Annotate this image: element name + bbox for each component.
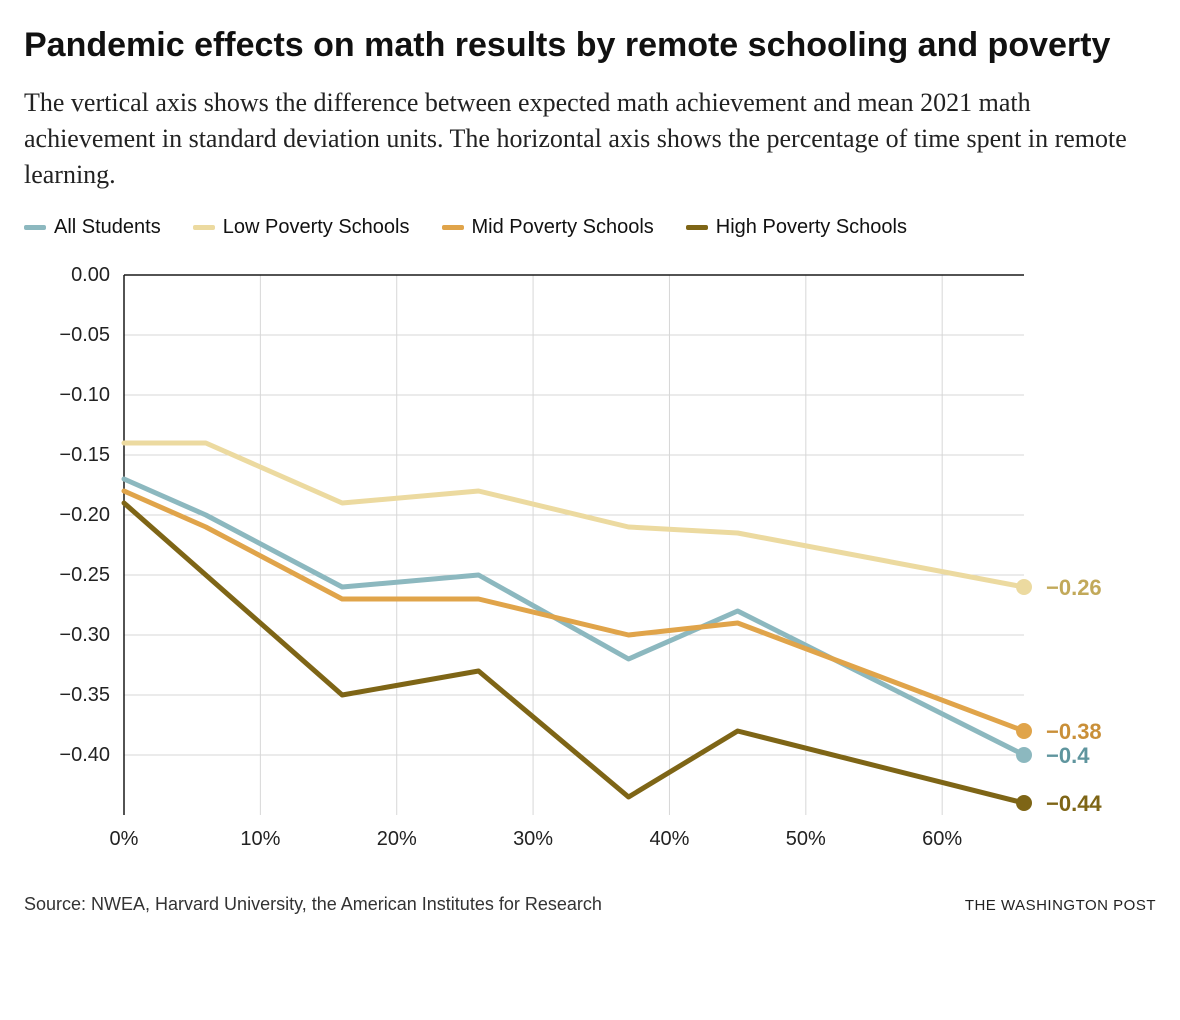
svg-text:−0.20: −0.20: [59, 504, 110, 526]
svg-text:60%: 60%: [922, 828, 962, 850]
svg-text:−0.30: −0.30: [59, 624, 110, 646]
legend-label: All Students: [54, 216, 161, 239]
legend-label: Mid Poverty Schools: [472, 216, 654, 239]
svg-text:−0.35: −0.35: [59, 684, 110, 706]
svg-text:−0.25: −0.25: [59, 564, 110, 586]
svg-text:−0.05: −0.05: [59, 324, 110, 346]
line-chart: 0.00 −0.05 −0.10 −0.15 −0.20 −0.25 −0.30 −0.35 −…: [24, 255, 1156, 875]
svg-text:−0.26: −0.26: [1046, 575, 1102, 600]
svg-text:−0.15: −0.15: [59, 444, 110, 466]
svg-text:10%: 10%: [240, 828, 280, 850]
svg-text:50%: 50%: [786, 828, 826, 850]
svg-text:20%: 20%: [377, 828, 417, 850]
source-text: Source: NWEA, Harvard University, the Am…: [24, 894, 602, 915]
chart-container: 0.00 −0.05 −0.10 −0.15 −0.20 −0.25 −0.30 −0.35 −…: [24, 255, 1156, 880]
legend-swatch: [193, 225, 215, 230]
chart-legend: All Students Low Poverty Schools Mid Pover…: [24, 216, 1156, 239]
legend-label: Low Poverty Schools: [223, 216, 410, 239]
credit-text: THE WASHINGTON POST: [965, 897, 1156, 914]
svg-text:−0.10: −0.10: [59, 384, 110, 406]
chart-title: Pandemic effects on math results by remo…: [24, 24, 1156, 67]
legend-label: High Poverty Schools: [716, 216, 907, 239]
chart-subtitle: The vertical axis shows the difference b…: [24, 85, 1156, 194]
svg-text:−0.4: −0.4: [1046, 743, 1090, 768]
svg-text:−0.44: −0.44: [1046, 791, 1102, 816]
svg-text:−0.40: −0.40: [59, 744, 110, 766]
legend-item: High Poverty Schools: [686, 216, 907, 239]
svg-text:−0.38: −0.38: [1046, 719, 1102, 744]
legend-swatch: [442, 225, 464, 230]
legend-item: Low Poverty Schools: [193, 216, 410, 239]
legend-swatch: [686, 225, 708, 230]
svg-text:0%: 0%: [110, 828, 139, 850]
svg-text:40%: 40%: [649, 828, 689, 850]
legend-item: Mid Poverty Schools: [442, 216, 654, 239]
legend-item: All Students: [24, 216, 161, 239]
svg-text:0.00: 0.00: [71, 264, 110, 286]
svg-text:30%: 30%: [513, 828, 553, 850]
legend-swatch: [24, 225, 46, 230]
